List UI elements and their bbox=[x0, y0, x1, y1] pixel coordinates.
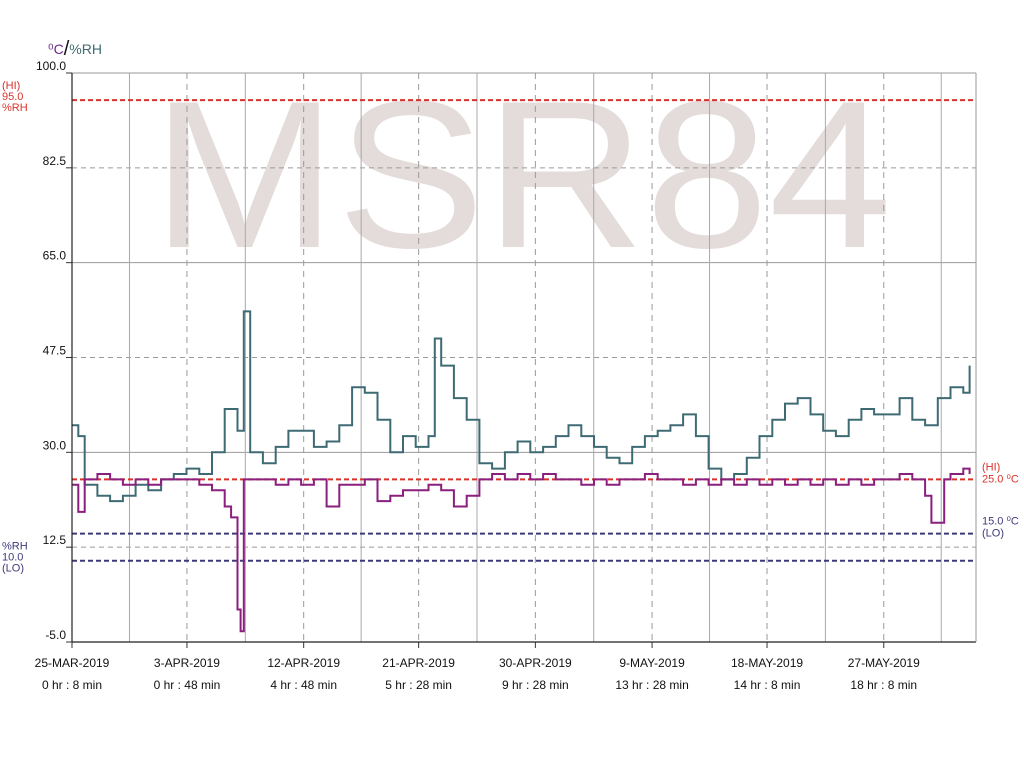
x-tick-date: 21-APR-2019 bbox=[382, 656, 455, 670]
threshold-label: 25.0 ⁰C bbox=[982, 473, 1019, 485]
y-tick-label: -5.0 bbox=[45, 628, 66, 642]
x-tick-time: 0 hr : 8 min bbox=[42, 678, 102, 692]
x-tick-date: 3-APR-2019 bbox=[154, 656, 220, 670]
threshold-label: 15.0 ⁰C bbox=[982, 516, 1019, 528]
y-tick-label: 82.5 bbox=[43, 154, 67, 168]
series-line-temperature bbox=[72, 467, 971, 633]
y-tick-label: 12.5 bbox=[43, 533, 67, 547]
axis-labels: 100.0 82.5 65.0 47.5 30.0 12.5 -5.0 25-MAR-2019… bbox=[35, 59, 920, 692]
units-label: ⁰C/%RH bbox=[48, 38, 102, 60]
series-layer bbox=[72, 310, 971, 633]
x-tick-time: 4 hr : 48 min bbox=[270, 678, 337, 692]
threshold-label: %RH bbox=[2, 541, 28, 553]
unit-separator: / bbox=[64, 38, 70, 60]
x-tick-date: 27-MAY-2019 bbox=[848, 656, 920, 670]
threshold-label: 95.0 bbox=[2, 91, 23, 103]
x-tick-date: 9-MAY-2019 bbox=[619, 656, 685, 670]
axes bbox=[66, 72, 977, 648]
temp-unit: ⁰C bbox=[48, 41, 64, 57]
rh-unit: %RH bbox=[69, 41, 102, 57]
grid-lines bbox=[72, 72, 976, 642]
x-tick-time: 9 hr : 28 min bbox=[502, 678, 569, 692]
x-tick-date: 12-APR-2019 bbox=[267, 656, 340, 670]
x-tick-time: 13 hr : 28 min bbox=[615, 678, 688, 692]
x-tick-date: 30-APR-2019 bbox=[499, 656, 572, 670]
threshold-label: (LO) bbox=[982, 528, 1004, 540]
threshold-label: (HI) bbox=[982, 461, 1000, 473]
x-tick-time: 0 hr : 48 min bbox=[154, 678, 221, 692]
x-tick-date: 25-MAR-2019 bbox=[35, 656, 110, 670]
x-tick-date: 18-MAY-2019 bbox=[731, 656, 803, 670]
x-tick-time: 5 hr : 28 min bbox=[385, 678, 452, 692]
threshold-label: (HI) bbox=[2, 80, 20, 92]
threshold-label: (LO) bbox=[2, 563, 24, 575]
x-tick-time: 18 hr : 8 min bbox=[850, 678, 917, 692]
y-tick-label: 100.0 bbox=[36, 59, 66, 73]
y-tick-label: 30.0 bbox=[43, 438, 67, 452]
threshold-label: %RH bbox=[2, 102, 28, 114]
series-line-humidity bbox=[72, 310, 971, 503]
x-tick-time: 14 hr : 8 min bbox=[734, 678, 801, 692]
threshold-label: 10.0 bbox=[2, 552, 23, 564]
y-tick-label: 47.5 bbox=[43, 344, 67, 358]
watermark-layer: MSR84 bbox=[152, 57, 892, 292]
watermark-text: MSR84 bbox=[152, 57, 892, 292]
y-tick-label: 65.0 bbox=[43, 249, 67, 263]
